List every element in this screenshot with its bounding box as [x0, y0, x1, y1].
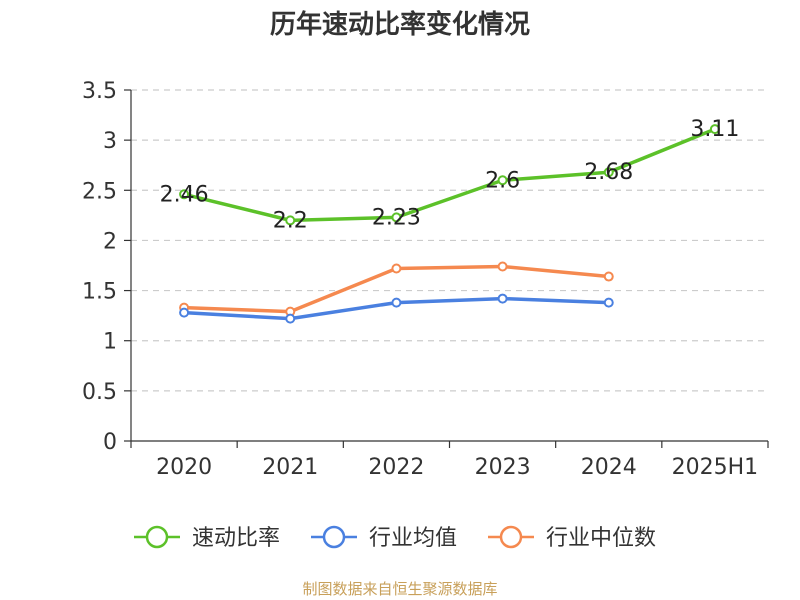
- chart-title: 历年速动比率变化情况: [270, 9, 530, 40]
- y-tick-label: 2.5: [82, 179, 117, 204]
- legend-swatch-marker: [322, 525, 346, 549]
- legend-item[interactable]: 行业中位数: [488, 525, 656, 551]
- data-point: [709, 124, 720, 135]
- data-label: 2.23: [372, 205, 421, 230]
- x-tick-label: 2023: [475, 455, 531, 480]
- data-point: [179, 307, 190, 318]
- series-group: 2.46 2.2 2.23 2.6 2.68 3.11: [160, 117, 739, 324]
- legend-item[interactable]: 速动比率: [134, 525, 280, 551]
- data-point: [285, 313, 296, 324]
- legend: 速动比率 行业均值 行业中位数: [134, 525, 656, 551]
- data-point: [391, 263, 402, 274]
- data-label: 3.11: [690, 117, 739, 142]
- grid: [131, 89, 768, 392]
- data-point: [391, 297, 402, 308]
- y-tick-label: 0: [103, 430, 117, 455]
- legend-label: 行业中位数: [546, 526, 656, 551]
- data-point: [497, 175, 508, 186]
- y-tick-label: 1: [103, 330, 117, 355]
- y-tick-label: 3.5: [82, 79, 117, 104]
- legend-label: 行业均值: [369, 526, 457, 551]
- data-point: [603, 271, 614, 282]
- x-tick-label: 2021: [262, 455, 318, 480]
- y-tick-label: 1.5: [82, 280, 117, 305]
- data-point: [391, 212, 402, 223]
- axes: 0 0.5 1 1.5 2 2.5 3 3.5 2020 2021 2022 2023 2024 2025…: [82, 79, 769, 480]
- data-label: 2.46: [160, 182, 209, 207]
- legend-item[interactable]: 行业均值: [311, 525, 457, 551]
- data-label: 2.2: [273, 208, 308, 233]
- data-point: [603, 167, 614, 178]
- data-label: 2.68: [584, 160, 633, 185]
- x-tick-label: 2025H1: [672, 455, 759, 480]
- data-point: [497, 261, 508, 272]
- y-tick-label: 3: [103, 129, 117, 154]
- series-line: [182, 127, 717, 223]
- data-point: [179, 189, 190, 200]
- legend-label: 速动比率: [192, 526, 280, 551]
- data-point: [497, 293, 508, 304]
- data-point: [603, 297, 614, 308]
- x-tick-label: 2024: [581, 455, 637, 480]
- source-note: 制图数据来自恒生聚源数据库: [302, 580, 497, 598]
- x-tick-label: 2022: [368, 455, 424, 480]
- data-label: 2.6: [485, 168, 520, 193]
- y-tick-label: 2: [103, 229, 117, 254]
- legend-swatch-marker: [499, 525, 523, 549]
- x-tick-label: 2020: [156, 455, 212, 480]
- y-tick-label: 0.5: [82, 380, 117, 405]
- legend-swatch-marker: [145, 525, 169, 549]
- data-point: [285, 215, 296, 226]
